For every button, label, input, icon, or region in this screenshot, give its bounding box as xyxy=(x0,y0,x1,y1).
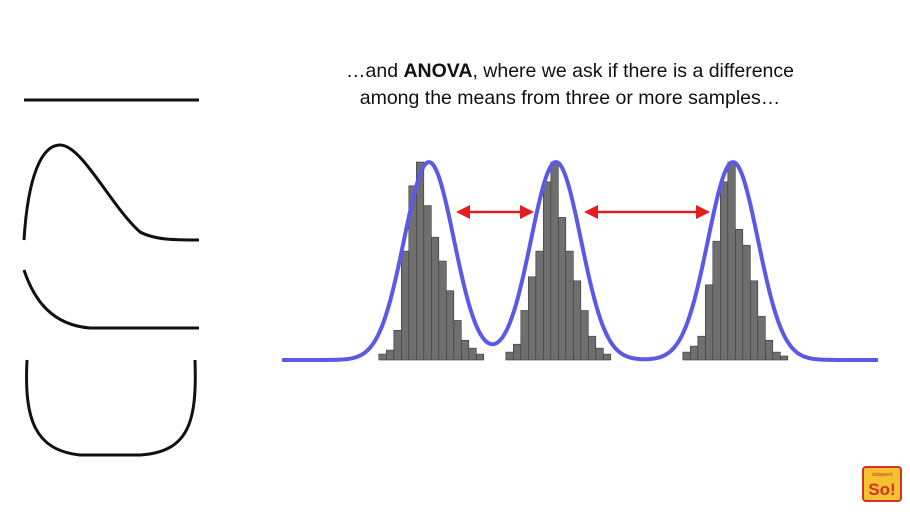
sample-2-bar xyxy=(595,347,604,361)
sample-2-bar xyxy=(580,310,589,361)
sample-3-bar xyxy=(689,345,699,361)
sample-3-bar xyxy=(697,335,706,361)
sample-3-bar xyxy=(757,316,766,361)
normal-curves-line xyxy=(282,160,878,362)
sample-2-bar xyxy=(557,217,567,361)
histogram-bars xyxy=(378,161,789,361)
u-shaped-distribution-curve xyxy=(25,359,197,457)
sample-2-bar xyxy=(520,310,529,361)
sample-1-bar xyxy=(423,205,432,361)
sample-1-bar xyxy=(453,320,462,361)
sample-2-bar xyxy=(512,343,522,361)
sample-3-bar xyxy=(772,351,781,361)
caption-lead: …and xyxy=(346,60,404,82)
sample-1-bar xyxy=(475,353,485,361)
sample-3-bar xyxy=(712,240,721,361)
sample-1-bar xyxy=(438,260,447,361)
arrow-right xyxy=(584,205,710,219)
sample-2-bar xyxy=(602,353,612,361)
sample-2-bar xyxy=(542,181,552,361)
arrow-left xyxy=(456,205,534,219)
sample-3-bar xyxy=(734,229,744,361)
sample-1-bar xyxy=(415,161,425,361)
sample-1-bar xyxy=(468,347,477,361)
sample-2-bar xyxy=(535,250,544,361)
sample-2-bar xyxy=(550,161,559,361)
sample-3-bar xyxy=(764,339,774,361)
sample-1-bar xyxy=(430,236,440,361)
sample-2-bar xyxy=(572,280,582,361)
skewed-distribution-curve xyxy=(22,143,200,242)
sample-1-bar xyxy=(393,329,402,361)
statquest-logo-icon: statquest So! xyxy=(862,466,902,502)
logo-text: So! xyxy=(868,480,895,499)
sample-3-bar xyxy=(682,351,691,361)
sample-1-bar xyxy=(378,353,387,361)
sample-2-bar xyxy=(527,276,537,361)
logo-small-text: statquest xyxy=(872,472,893,478)
sample-1-bar xyxy=(400,250,410,361)
caption-bold-anova: ANOVA xyxy=(403,60,473,82)
sample-3-bar xyxy=(742,244,751,361)
sample-3-bar xyxy=(749,280,759,361)
sample-1-bar xyxy=(460,339,470,361)
sample-1-bar xyxy=(385,349,395,361)
sample-2-bar xyxy=(505,351,514,361)
caption-rest: , where we ask if there is a difference … xyxy=(359,60,794,109)
sample-2-bar xyxy=(587,335,597,361)
caption-text: …and ANOVA, where we ask if there is a d… xyxy=(335,58,805,112)
sample-2-bar xyxy=(565,250,574,361)
sample-3-bar xyxy=(727,161,736,361)
sample-1-bar xyxy=(445,290,455,361)
sample-3-bar xyxy=(719,181,729,361)
exponential-distribution-curve xyxy=(22,269,199,330)
sample-3-bar xyxy=(704,284,714,361)
sample-3-bar xyxy=(779,355,789,361)
